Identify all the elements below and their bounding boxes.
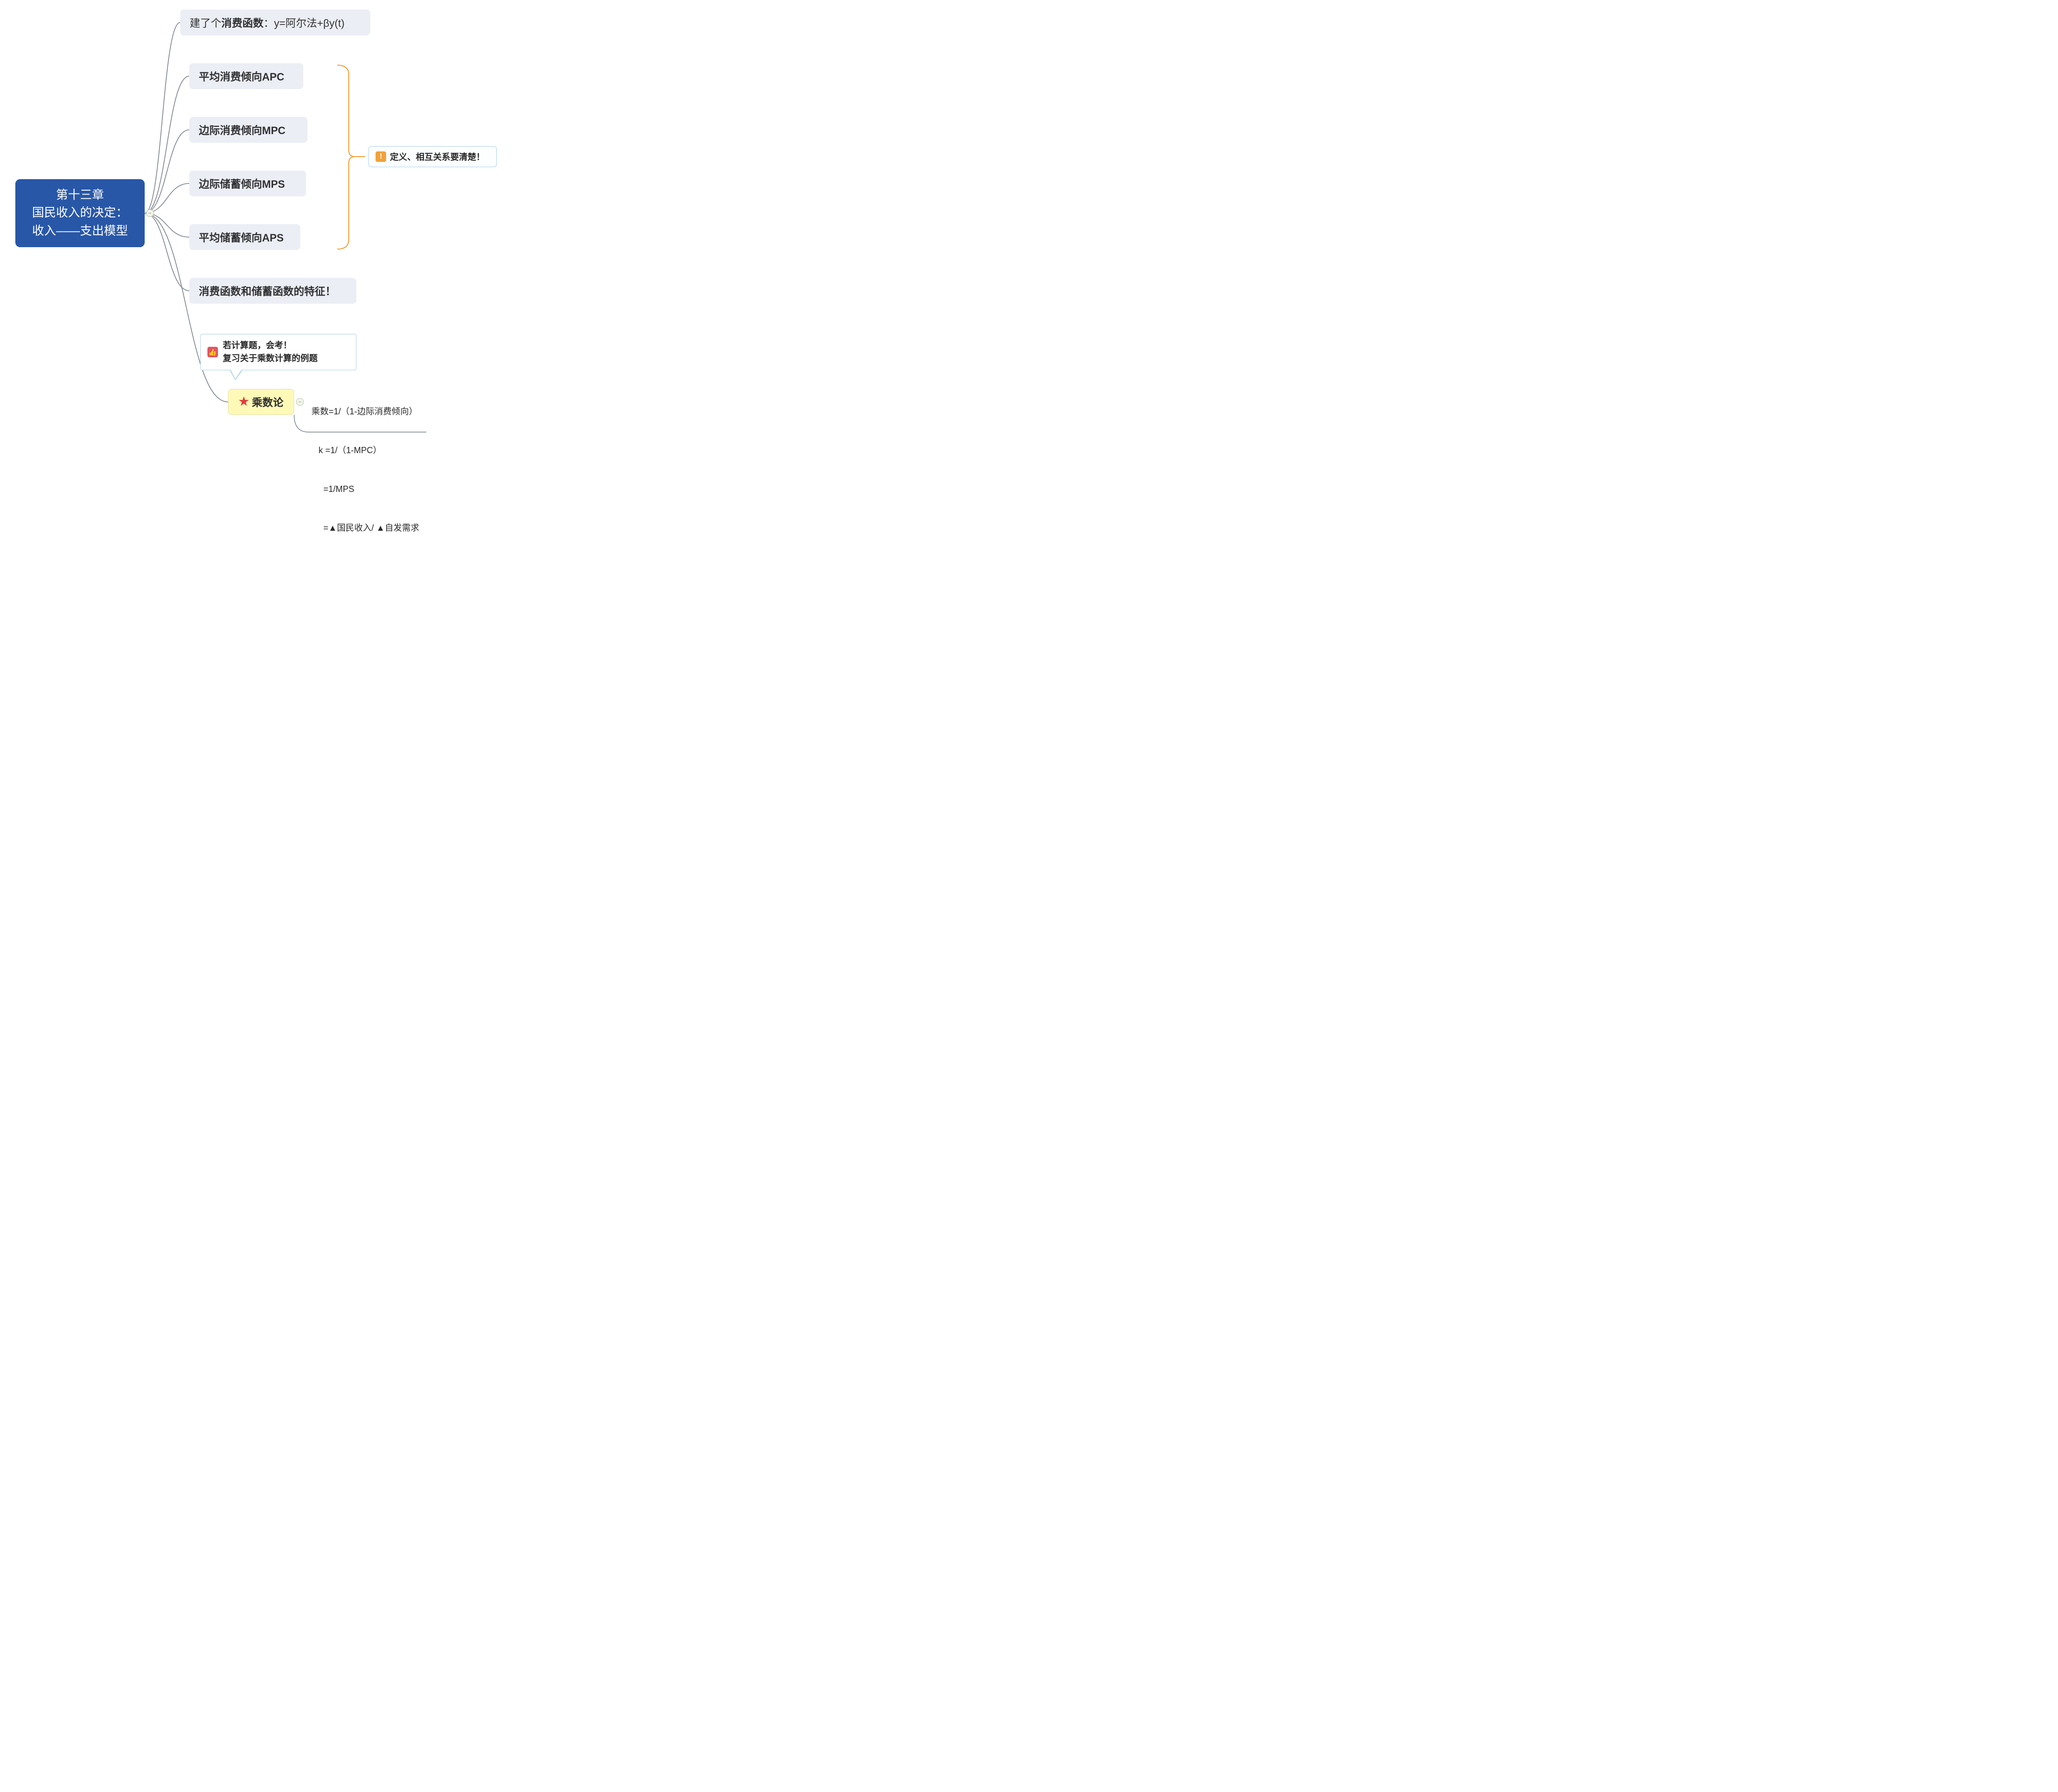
star-branch-text: 乘数论 (252, 394, 284, 410)
thumb-up-icon: 👍 (207, 347, 218, 357)
central-topic-text: 第十三章 国民收入的决定： 收入——支出模型 (32, 186, 128, 240)
formula-line-2: k =1/（1-MPC） (311, 444, 419, 457)
callout-note-line2: 复习关于乘数计算的例题 (223, 352, 318, 365)
callout-right-text: 定义、相互关系要清楚！ (390, 150, 485, 163)
branch-aps[interactable]: 平均储蓄倾向APS (189, 224, 300, 250)
branch-4-text: 边际储蓄倾向MPS (199, 176, 285, 191)
collapse-toggle-multiplier[interactable]: − (296, 398, 304, 406)
branch-apc[interactable]: 平均消费倾向APC (189, 63, 303, 89)
central-line-1: 第十三章 (32, 186, 128, 205)
branch-mpc[interactable]: 边际消费倾向MPC (189, 117, 308, 143)
branch-mps[interactable]: 边际储蓄倾向MPS (189, 171, 306, 196)
branch-2-text: 平均消费倾向APC (199, 68, 284, 84)
callout-note-line1: 若计算题，会考！ (223, 339, 318, 352)
formula-line-3: =1/MPS (311, 483, 419, 496)
branch-5-text: 平均储蓄倾向APS (199, 229, 284, 245)
callout-note-text: 若计算题，会考！ 复习关于乘数计算的例题 (223, 339, 318, 365)
multiplier-formula: 乘数=1/（1-边际消费倾向） k =1/（1-MPC） =1/MPS =▲国民… (311, 379, 419, 560)
formula-line-4: =▲国民收入/ ▲自发需求 (311, 522, 419, 535)
mindmap-canvas: 第十三章 国民收入的决定： 收入——支出模型 建了个消费函数：y=阿尔法+βy(… (0, 0, 514, 448)
central-line-2: 国民收入的决定： (32, 204, 128, 222)
branch-multiplier-theory[interactable]: ★ 乘数论 (228, 389, 294, 415)
branch-6-text: 消费函数和储蓄函数的特征！ (199, 283, 336, 298)
branch-3-text: 边际消费倾向MPC (199, 122, 286, 137)
callout-definition-warning[interactable]: ! 定义、相互关系要清楚！ (368, 146, 497, 167)
formula-line-1: 乘数=1/（1-边际消费倾向） (311, 405, 419, 418)
branch-1-suffix: ：y=阿尔法+βy(t) (263, 17, 344, 29)
collapse-toggle-central[interactable]: − (146, 209, 154, 217)
warning-icon: ! (376, 151, 386, 162)
callout-study-note[interactable]: 👍 若计算题，会考！ 复习关于乘数计算的例题 (200, 334, 356, 370)
central-topic[interactable]: 第十三章 国民收入的决定： 收入——支出模型 (15, 179, 145, 247)
branch-1-prefix: 建了个 (190, 17, 221, 29)
branch-characteristics[interactable]: 消费函数和储蓄函数的特征！ (189, 278, 356, 304)
branch-1-bold: 消费函数 (221, 17, 263, 29)
central-line-3: 收入——支出模型 (32, 222, 128, 240)
star-icon: ★ (239, 396, 249, 408)
branch-consumption-function[interactable]: 建了个消费函数：y=阿尔法+βy(t) (180, 10, 370, 35)
